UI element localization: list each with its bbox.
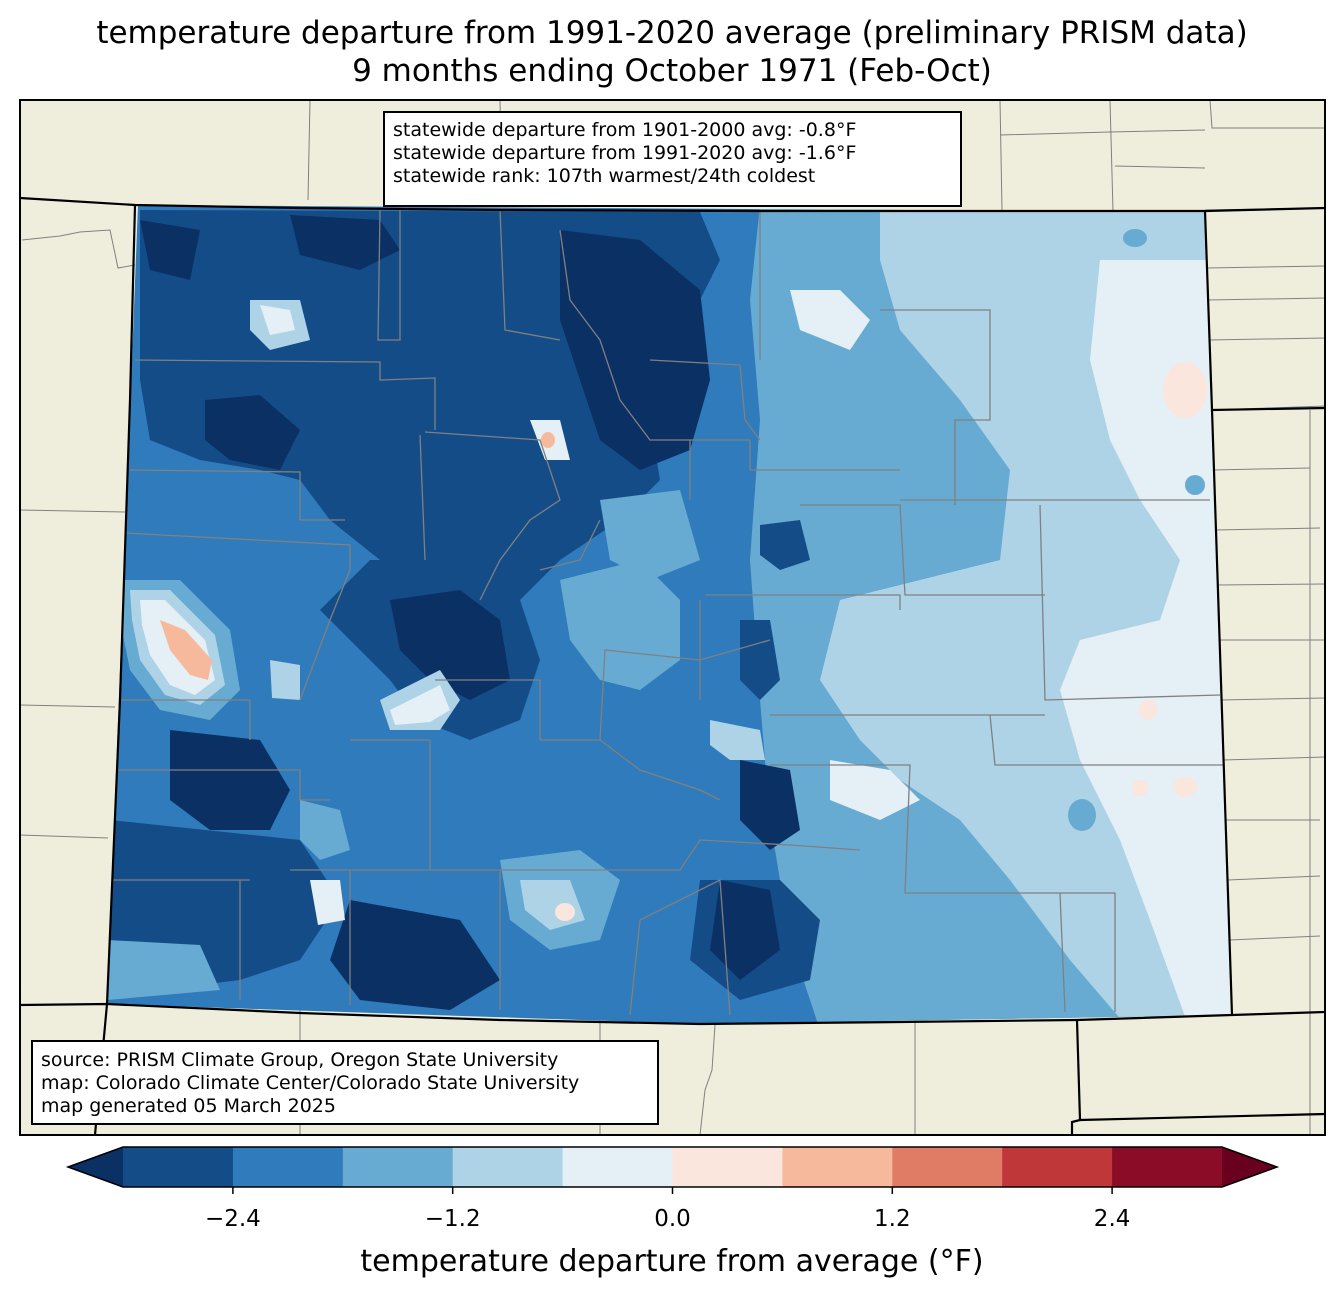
stats-rank: statewide rank: 107th warmest/24th colde… <box>393 165 816 187</box>
statewide-stats-box: statewide departure from 1901-2000 avg: … <box>383 111 962 207</box>
colorbar-segment <box>782 1147 893 1187</box>
colorbar-segment <box>1002 1147 1113 1187</box>
colorbar <box>65 1146 1280 1194</box>
temperature-field <box>107 205 1232 1024</box>
colorbar-tick-label: 0.0 <box>654 1206 691 1232</box>
stats-departure-1991-2020: statewide departure from 1991-2020 avg: … <box>393 142 857 164</box>
stats-departure-1901-2000: statewide departure from 1901-2000 avg: … <box>393 119 857 141</box>
colorbar-tick-label: −2.4 <box>204 1206 261 1232</box>
colorbar-label: temperature departure from average (°F) <box>360 1244 984 1279</box>
colorbar-segment <box>123 1147 234 1187</box>
colorbar-under-arrow <box>68 1147 123 1187</box>
colorbar-segment <box>452 1147 564 1187</box>
colorbar-over-arrow <box>1222 1147 1277 1187</box>
colorbar-segment <box>232 1147 344 1187</box>
colorbar-tick-label: −1.2 <box>424 1206 481 1232</box>
neighbor-county-lines <box>20 100 1325 1135</box>
source-box: source: PRISM Climate Group, Oregon Stat… <box>31 1040 659 1125</box>
colorbar-segment <box>562 1147 673 1187</box>
map-frame <box>19 99 1326 1136</box>
source-prism: source: PRISM Climate Group, Oregon Stat… <box>41 1049 559 1071</box>
colorbar-segment <box>1112 1147 1223 1187</box>
county-boundaries <box>112 209 1225 1016</box>
colorbar-outline <box>65 1146 1280 1188</box>
source-map-credit: map: Colorado Climate Center/Colorado St… <box>41 1072 580 1094</box>
colorbar-tick-label: 2.4 <box>1093 1206 1131 1232</box>
map-title-line2: 9 months ending October 1971 (Feb-Oct) <box>352 53 992 89</box>
state-borders <box>20 196 1325 1135</box>
colorbar-segment <box>892 1147 1003 1187</box>
colorbar-segment <box>342 1147 454 1187</box>
colorbar-segment <box>672 1147 783 1187</box>
map-title-line1: temperature departure from 1991-2020 ave… <box>96 15 1248 51</box>
colorbar-tick-label: 1.2 <box>874 1206 911 1232</box>
source-generated-date: map generated 05 March 2025 <box>41 1095 336 1117</box>
